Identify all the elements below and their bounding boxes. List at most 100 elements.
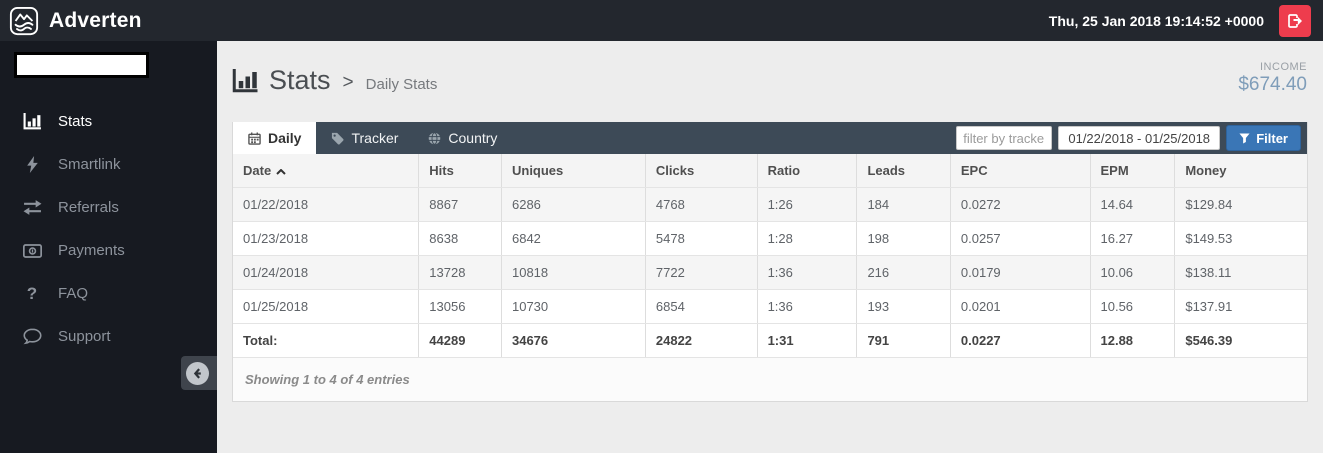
stats-panel: Daily Tracker	[232, 122, 1308, 402]
sidebar-item-payments[interactable]: Payments	[0, 229, 217, 272]
tab-daily[interactable]: Daily	[233, 122, 317, 154]
column-header-hits[interactable]: Hits	[418, 154, 502, 188]
column-header-money[interactable]: Money	[1174, 154, 1307, 188]
column-header-ratio[interactable]: Ratio	[757, 154, 858, 188]
table-cell: 6286	[501, 187, 646, 222]
table-cell: 1:36	[757, 255, 858, 290]
table-cell: 193	[856, 289, 951, 324]
table-cell: 198	[856, 221, 951, 256]
sidebar-item-label: FAQ	[58, 285, 89, 302]
tab-label: Country	[448, 130, 498, 146]
brand: Adverten	[0, 6, 217, 36]
table-row: 01/25/2018 13056 10730 6854 1:36 193 0.0201 10.…	[233, 289, 1307, 324]
adverten-logo-icon	[9, 6, 39, 36]
table-cell: 6854	[645, 289, 758, 324]
table-cell: 0.0227	[950, 323, 1091, 358]
column-header-epm[interactable]: EPM	[1090, 154, 1176, 188]
table-row: 01/24/2018 13728 10818 7722 1:36 216 0.0179 10.…	[233, 255, 1307, 290]
column-header-label: Date	[243, 163, 272, 178]
table-cell: 10.56	[1090, 289, 1176, 324]
tracker-filter-input[interactable]	[956, 126, 1053, 150]
current-datetime: Thu, 25 Jan 2018 19:14:52 +0000	[1048, 12, 1264, 29]
table-cell: Total:	[233, 323, 420, 358]
sidebar-item-support[interactable]: Support	[0, 315, 217, 358]
income-label: INCOME	[1260, 61, 1307, 73]
table-cell: 7722	[645, 255, 758, 290]
table-cell: 0.0257	[950, 221, 1091, 256]
column-header-clicks[interactable]: Clicks	[645, 154, 758, 188]
tab-label: Tracker	[351, 130, 399, 146]
bar-chart-icon	[20, 113, 44, 130]
logout-button[interactable]	[1279, 4, 1311, 37]
sidebar-item-label: Smartlink	[58, 156, 121, 173]
top-bar: Adverten Thu, 25 Jan 2018 19:14:52 +0000	[0, 0, 1323, 41]
logout-icon	[1287, 13, 1303, 29]
sidebar-item-stats[interactable]: Stats	[0, 100, 217, 143]
brand-name: Adverten	[49, 8, 142, 32]
table-cell: 184	[856, 187, 951, 222]
column-header-epc[interactable]: EPC	[950, 154, 1091, 188]
sidebar-collapse-button[interactable]	[181, 356, 217, 390]
date-range-input[interactable]	[1058, 126, 1221, 150]
table-cell: 1:26	[757, 187, 858, 222]
table-row: Total: 44289 34676 24822 1:31 791 0.0227 12.88 $…	[233, 323, 1307, 358]
chat-bubble-icon	[20, 328, 44, 345]
table-cell: 8638	[418, 221, 502, 256]
table-cell: 24822	[645, 323, 758, 358]
tab-country[interactable]: Country	[413, 122, 512, 154]
sidebar-item-smartlink[interactable]: Smartlink	[0, 143, 217, 186]
table-cell: 8867	[418, 187, 502, 222]
calendar-icon	[248, 131, 261, 145]
table-row: 01/23/2018 8638 6842 5478 1:28 198 0.0257 16.27…	[233, 221, 1307, 256]
filter-button[interactable]: Filter	[1226, 125, 1301, 151]
table-cell: $137.91	[1174, 289, 1307, 324]
table-cell: $149.53	[1174, 221, 1307, 256]
breadcrumb-page: Daily Stats	[365, 76, 438, 93]
table-header-row: Date Hits Uniques Clicks Ratio Leads EPC…	[233, 154, 1307, 188]
table-cell: 1:36	[757, 289, 858, 324]
table-cell: 01/24/2018	[233, 255, 420, 290]
table-cell: 01/23/2018	[233, 221, 420, 256]
column-header-uniques[interactable]: Uniques	[501, 154, 646, 188]
column-header-date[interactable]: Date	[233, 154, 420, 188]
table-cell: $546.39	[1174, 323, 1307, 358]
table-cell: 1:31	[757, 323, 858, 358]
table-cell: 5478	[645, 221, 758, 256]
table-cell: 10818	[501, 255, 646, 290]
table-cell: 01/22/2018	[233, 187, 420, 222]
table-cell: 6842	[501, 221, 646, 256]
table-cell: 13056	[418, 289, 502, 324]
table-cell: 0.0201	[950, 289, 1091, 324]
table-cell: 4768	[645, 187, 758, 222]
table-cell: $138.11	[1174, 255, 1307, 290]
table-cell: 10.06	[1090, 255, 1176, 290]
table-cell: 01/25/2018	[233, 289, 420, 324]
sidebar-item-label: Referrals	[58, 199, 119, 216]
column-header-leads[interactable]: Leads	[856, 154, 951, 188]
table-cell: 12.88	[1090, 323, 1176, 358]
table-cell: 791	[856, 323, 951, 358]
tag-icon	[331, 132, 344, 145]
table-entries-status: Showing 1 to 4 of 4 entries	[233, 358, 1307, 401]
tab-bar: Daily Tracker	[233, 122, 1307, 154]
tab-tracker[interactable]: Tracker	[316, 122, 413, 154]
sidebar-item-faq[interactable]: ? FAQ	[0, 272, 217, 315]
table-cell: 13728	[418, 255, 502, 290]
table-row: 01/22/2018 8867 6286 4768 1:26 184 0.0272 14.64…	[233, 187, 1307, 222]
sidebar: Stats Smartlink Referrals	[0, 41, 217, 453]
table-cell: 14.64	[1090, 187, 1176, 222]
breadcrumb-separator: >	[342, 71, 354, 93]
table-cell: 34676	[501, 323, 646, 358]
sidebar-item-referrals[interactable]: Referrals	[0, 186, 217, 229]
sidebar-nav: Stats Smartlink Referrals	[0, 100, 217, 358]
stats-chart-icon	[232, 68, 259, 93]
table-cell: 216	[856, 255, 951, 290]
lightning-icon	[20, 156, 44, 173]
table-cell: 16.27	[1090, 221, 1176, 256]
sidebar-item-label: Support	[58, 328, 111, 345]
main-content: Stats > Daily Stats INCOME $674.40	[217, 41, 1323, 453]
swap-arrows-icon	[20, 200, 44, 215]
table-cell: 44289	[418, 323, 502, 358]
globe-icon	[428, 131, 441, 145]
collapse-arrow-icon	[186, 361, 209, 385]
